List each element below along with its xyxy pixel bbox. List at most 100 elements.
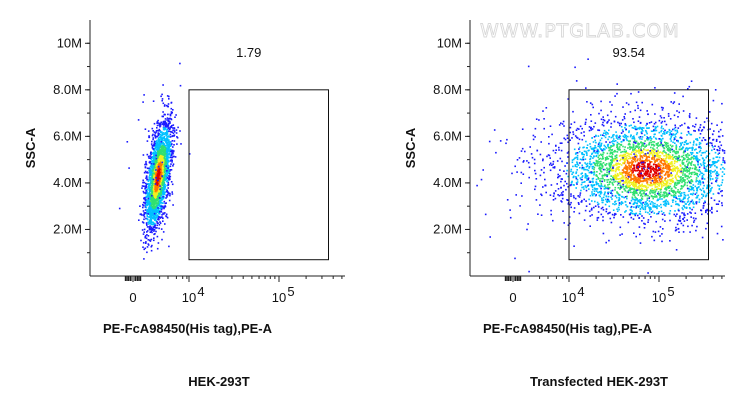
event-point [673,192,675,194]
event-point [635,184,637,187]
event-point [568,216,571,218]
event-point [642,151,644,154]
event-point [153,158,155,160]
event-point [633,157,635,159]
event-point [705,156,707,159]
event-point [667,193,670,195]
event-point [514,165,516,168]
event-point [654,163,657,166]
event-point [679,190,681,193]
event-point [633,169,636,172]
event-point [644,161,646,164]
event-point [586,179,588,181]
event-point [599,193,602,195]
event-point [148,186,150,188]
event-point [681,180,684,182]
event-point [625,138,628,140]
event-point [164,223,166,225]
event-point [167,103,170,105]
event-point [614,186,617,189]
event-point [594,164,597,167]
event-point [594,139,596,142]
event-point [146,246,149,248]
event-point [663,184,665,187]
event-point [679,146,681,148]
event-point [165,134,167,137]
event-point [665,145,667,147]
event-point [657,181,659,184]
event-point [150,193,153,195]
event-point [604,174,607,177]
scatter-points [118,62,191,260]
event-point [666,154,668,156]
event-point [683,184,686,187]
event-point [150,207,153,210]
event-point [162,169,164,172]
event-point [637,181,639,183]
event-point [160,134,162,136]
event-point [169,117,171,120]
event-point [616,174,619,176]
event-point [160,177,162,180]
event-point [168,176,171,178]
event-point [154,162,157,165]
event-point [170,149,172,151]
event-point [142,101,144,103]
event-point [162,124,165,126]
event-point [140,239,142,242]
event-point [659,165,661,168]
event-point [145,160,147,163]
event-point [695,148,697,150]
event-point [583,146,585,149]
event-point [662,164,665,167]
event-point [665,152,667,154]
event-point [616,166,618,169]
event-point [653,195,656,198]
event-point [162,162,165,165]
event-point [657,172,660,175]
event-point [664,162,667,165]
x-tick-label: 10 [652,290,666,305]
event-point [685,156,688,158]
event-point [155,189,158,192]
event-point [663,179,666,182]
event-point [698,143,701,146]
event-point [600,177,602,180]
event-point [146,176,148,179]
event-point [705,150,708,152]
event-point [600,190,602,193]
event-point [646,160,648,162]
event-point [153,153,155,156]
event-point [139,213,142,216]
event-point [658,119,661,122]
event-point [596,175,598,177]
event-point [164,133,166,135]
event-point [155,159,157,161]
event-point [171,191,173,193]
event-point [701,193,703,196]
event-point [667,150,670,152]
event-point [661,125,663,128]
event-point [154,163,156,166]
event-point [652,230,655,233]
event-point [641,127,644,129]
event-point [166,148,168,151]
event-point [595,141,597,144]
event-point [152,148,155,150]
event-point [665,146,668,149]
event-point [604,159,607,161]
event-point [153,168,155,171]
event-point [166,196,168,198]
event-point [156,129,159,132]
event-point [662,194,664,196]
event-point [637,214,639,217]
x-tick-label: 10 [272,290,286,305]
event-point [162,176,164,179]
event-point [609,217,612,220]
event-point [160,228,163,230]
event-point [584,185,587,187]
event-point [604,173,606,176]
event-point [147,239,150,241]
event-point [152,208,155,211]
event-point [697,194,700,197]
